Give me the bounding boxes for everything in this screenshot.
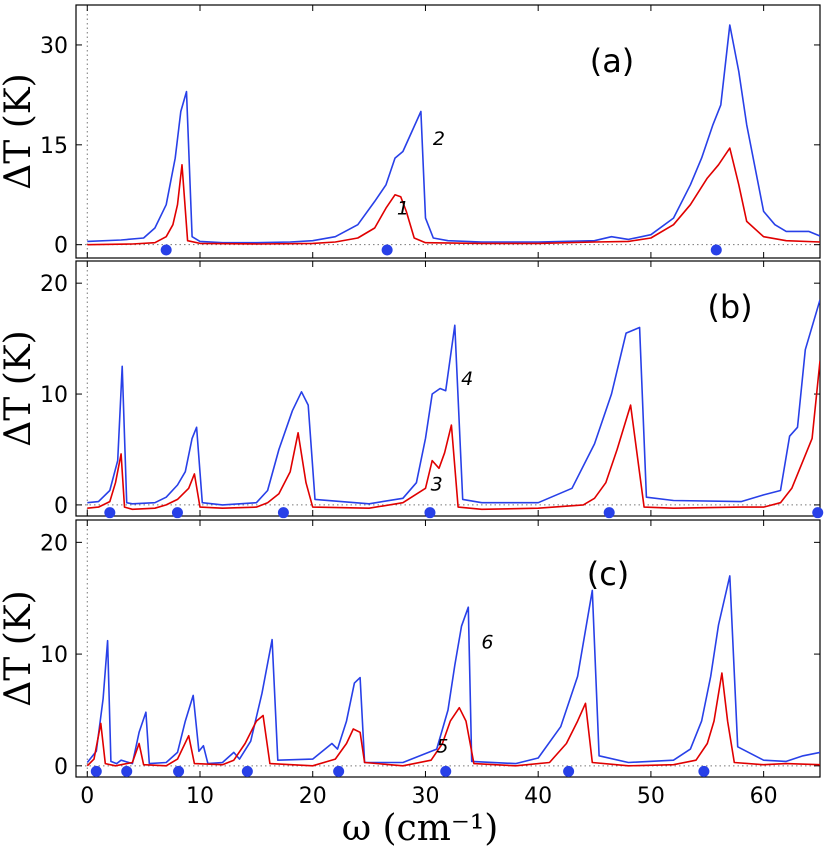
y-axis-label: ΔT (K) [0, 590, 39, 706]
resonance-marker [440, 765, 452, 777]
resonance-marker [698, 765, 710, 777]
resonance-marker [104, 507, 116, 519]
series-line-2 [87, 24, 820, 244]
y-tick-label: 10 [40, 383, 68, 408]
series-label-6: 6 [481, 632, 493, 654]
y-tick-label: 15 [40, 134, 68, 159]
y-tick-label: 0 [54, 494, 68, 519]
panel-c: 0 10 20 30 40 50 60 0 10 20 ΔT (K) (c) 5 6 [0, 519, 821, 809]
series-line-1 [87, 147, 820, 246]
y-axis-label: ΔT (K) [0, 330, 39, 446]
series-line-5 [86, 672, 820, 767]
y-tick-label: 30 [40, 34, 68, 59]
panel-label: (c) [587, 555, 630, 593]
resonance-marker [424, 507, 436, 519]
resonance-marker [333, 765, 345, 777]
axes-box [75, 4, 821, 259]
resonance-marker [603, 507, 615, 519]
panel-label: (b) [707, 288, 752, 326]
series-line-3 [87, 360, 820, 511]
resonance-marker [381, 244, 393, 256]
series-label-1: 1 [397, 198, 409, 220]
resonance-marker [812, 507, 824, 519]
resonance-marker [173, 765, 185, 777]
y-tick-label: 0 [54, 234, 68, 259]
axes-box [75, 519, 821, 778]
y-tick-label: 10 [40, 643, 68, 668]
resonance-marker [277, 507, 289, 519]
resonance-marker [160, 244, 172, 256]
panel-b: 0 10 20 ΔT (K) (b) 3 4 [0, 260, 824, 519]
x-axis-label: ω (cm⁻¹) [342, 808, 499, 849]
y-tick-label: 0 [54, 755, 68, 780]
series-label-2: 2 [433, 128, 445, 150]
resonance-marker [171, 507, 183, 519]
series-label-3: 3 [431, 474, 443, 496]
y-tick-label: 20 [40, 272, 68, 297]
x-tick-label: 20 [299, 784, 327, 809]
x-tick-label: 50 [637, 784, 665, 809]
y-axis-label: ΔT (K) [0, 73, 39, 189]
resonance-marker [121, 765, 133, 777]
axes-box [75, 260, 821, 517]
series-line-4 [87, 299, 820, 506]
panel-label: (a) [590, 42, 635, 80]
series-label-5: 5 [436, 735, 448, 757]
resonance-marker [90, 765, 102, 777]
y-tick-label: 20 [40, 531, 68, 556]
series-line-6 [86, 575, 820, 765]
x-tick-label: 30 [411, 784, 439, 809]
x-tick-label: 40 [524, 784, 552, 809]
x-tick-label: 10 [186, 784, 214, 809]
resonance-marker [710, 244, 722, 256]
resonance-marker [241, 765, 253, 777]
resonance-marker [563, 765, 575, 777]
x-tick-label: 0 [80, 784, 94, 809]
series-label-4: 4 [461, 368, 473, 390]
x-tick-label: 60 [750, 784, 778, 809]
